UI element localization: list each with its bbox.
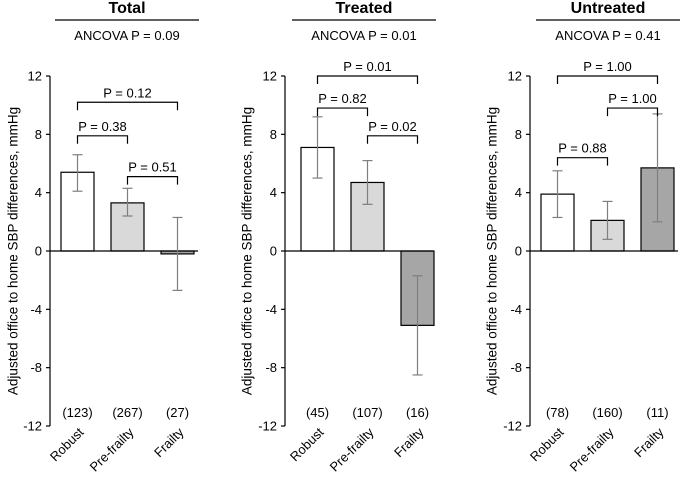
sample-count: (11) xyxy=(646,405,668,420)
sample-count: (123) xyxy=(62,405,92,420)
y-tick-label: -12 xyxy=(258,419,277,434)
comparison-bracket xyxy=(606,107,659,117)
comparison-bracket xyxy=(316,107,369,117)
y-tick-label: 4 xyxy=(35,185,42,200)
y-tick-label: -4 xyxy=(265,302,277,317)
panel-title: Untreated xyxy=(571,0,646,17)
category-label-pre-frailty: Pre-frailty xyxy=(87,424,137,474)
ancova-label: ANCOVA P = 0.41 xyxy=(555,28,660,43)
sample-count: (267) xyxy=(112,405,142,420)
category-label-pre-frailty: Pre-frailty xyxy=(567,424,617,474)
y-tick-label: -12 xyxy=(503,419,522,434)
y-tick-label: 0 xyxy=(270,244,277,259)
sample-count: (78) xyxy=(546,405,569,420)
comparison-bracket xyxy=(316,75,419,84)
y-axis-label: Adjusted office to home SBP differences,… xyxy=(240,107,255,395)
y-tick-label: 0 xyxy=(515,244,522,259)
y-axis-label: Adjusted office to home SBP differences,… xyxy=(6,107,21,395)
comparison-bracket xyxy=(366,135,419,144)
y-tick-label: 4 xyxy=(515,185,522,200)
comparison-p-value: P = 1.00 xyxy=(583,59,632,74)
comparison-p-value: P = 0.88 xyxy=(558,141,607,156)
panel-title: Treated xyxy=(336,0,393,17)
y-tick-label: -8 xyxy=(30,360,42,375)
category-label-robust: Robust xyxy=(47,424,87,464)
y-tick-label: 8 xyxy=(35,127,42,142)
comparison-bracket xyxy=(556,75,659,84)
y-tick-label: -4 xyxy=(30,302,42,317)
panel-untreated: Untreated ANCOVA P = 0.41 Adjusted office … xyxy=(485,0,680,474)
y-tick-label: 8 xyxy=(515,127,522,142)
y-tick-label: 8 xyxy=(270,127,277,142)
comparison-p-value: P = 0.12 xyxy=(103,85,152,100)
sample-count: (45) xyxy=(306,405,329,420)
comparison-bracket xyxy=(76,135,129,144)
category-label-frailty: Frailty xyxy=(631,424,667,460)
category-label-pre-frailty: Pre-frailty xyxy=(327,424,377,474)
y-tick-label: 12 xyxy=(28,69,42,84)
y-tick-label: -8 xyxy=(510,360,522,375)
panel-treated: Treated ANCOVA P = 0.01 Adjusted office to… xyxy=(240,0,436,474)
sample-count: (27) xyxy=(166,405,189,420)
category-label-robust: Robust xyxy=(527,424,567,464)
sample-count: (16) xyxy=(406,405,429,420)
comparison-bracket xyxy=(556,157,609,166)
y-tick-label: 0 xyxy=(35,244,42,259)
y-tick-label: 12 xyxy=(508,69,522,84)
sample-count: (160) xyxy=(592,405,622,420)
comparison-p-value: P = 0.02 xyxy=(368,119,417,134)
sample-count: (107) xyxy=(352,405,382,420)
category-label-robust: Robust xyxy=(287,424,327,464)
panel-title: Total xyxy=(108,0,145,17)
category-label-frailty: Frailty xyxy=(151,424,187,460)
ancova-label: ANCOVA P = 0.09 xyxy=(74,28,179,43)
y-tick-label: -4 xyxy=(510,302,522,317)
panel-total: Total ANCOVA P = 0.09 Adjusted office to h… xyxy=(6,0,199,474)
category-label-frailty: Frailty xyxy=(391,424,427,460)
y-tick-label: -8 xyxy=(265,360,277,375)
comparison-p-value: P = 0.38 xyxy=(78,119,127,134)
comparison-p-value: P = 1.00 xyxy=(608,91,657,106)
comparison-bracket xyxy=(126,176,179,185)
comparison-bracket xyxy=(76,101,179,111)
ancova-label: ANCOVA P = 0.01 xyxy=(311,28,416,43)
y-axis-label: Adjusted office to home SBP differences,… xyxy=(485,107,500,395)
y-tick-label: 4 xyxy=(270,185,277,200)
y-tick-label: 12 xyxy=(263,69,277,84)
comparison-p-value: P = 0.82 xyxy=(318,91,367,106)
comparison-p-value: P = 0.01 xyxy=(343,59,392,74)
comparison-p-value: P = 0.51 xyxy=(128,160,177,175)
y-tick-label: -12 xyxy=(23,419,42,434)
